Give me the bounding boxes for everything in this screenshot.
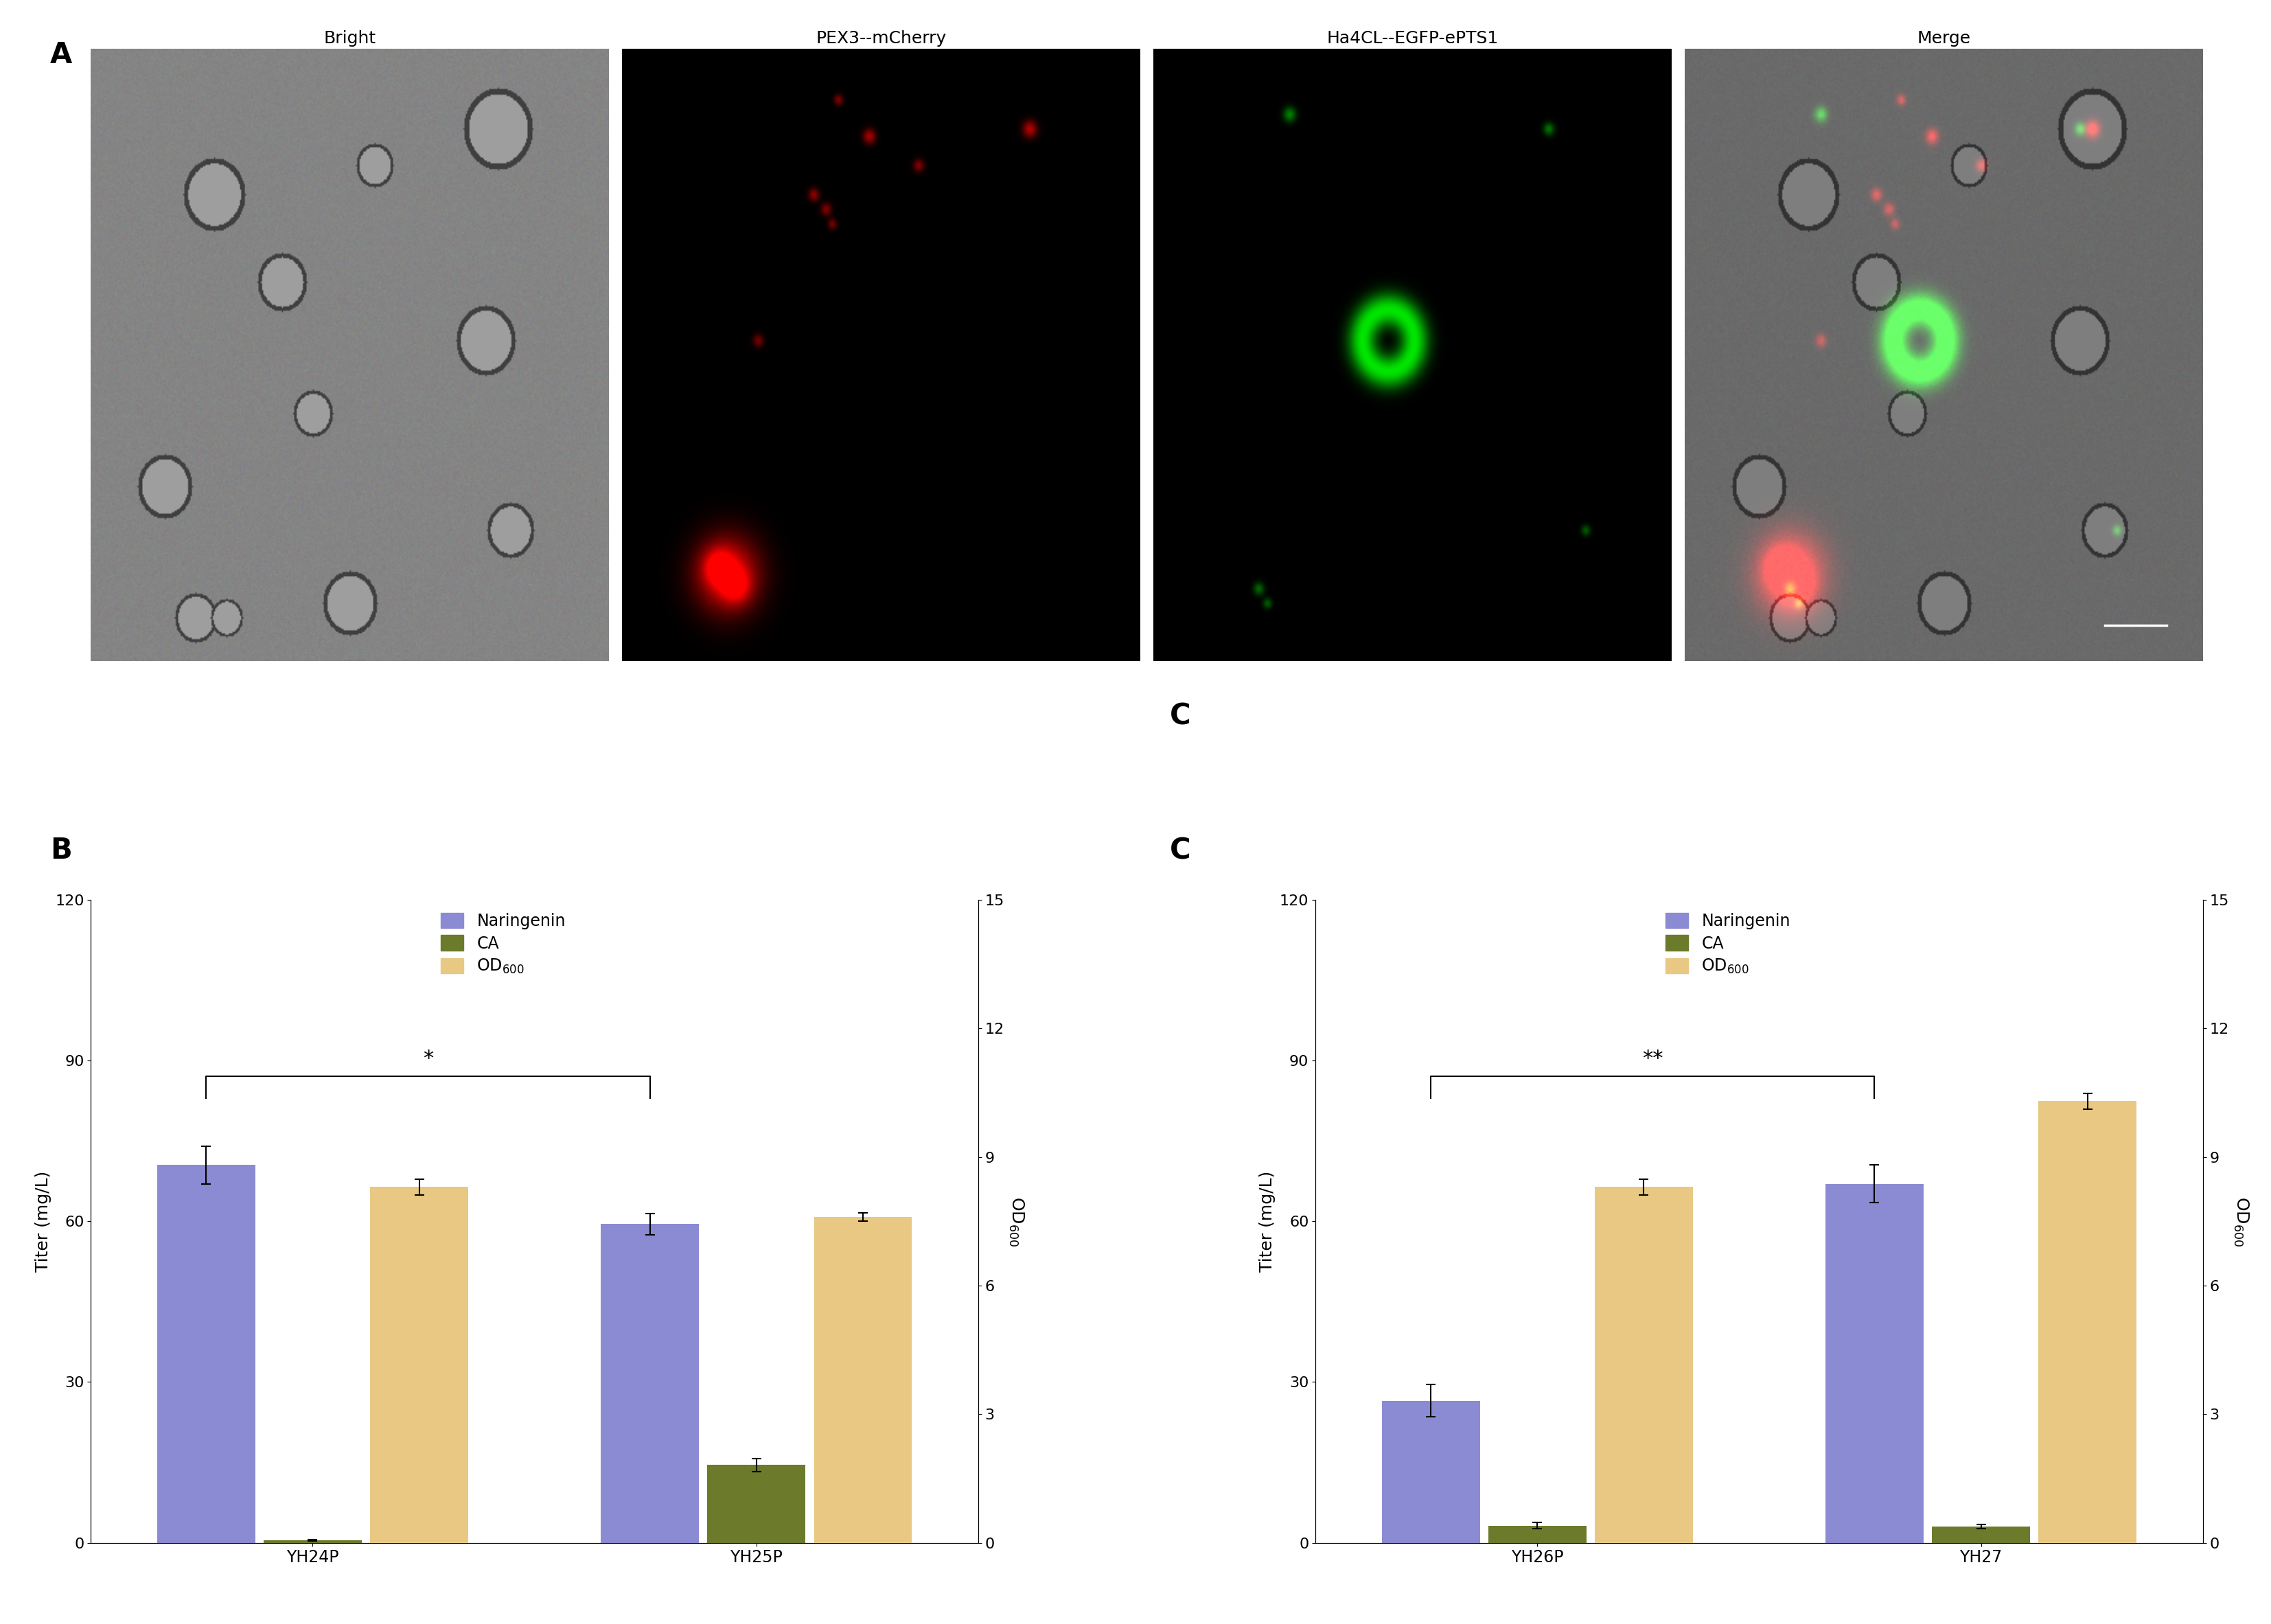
Y-axis label: Titer (mg/L): Titer (mg/L) xyxy=(1260,1171,1276,1272)
Bar xyxy=(602,1224,699,1543)
Bar xyxy=(1826,1184,1924,1543)
Bar xyxy=(1933,1527,2030,1543)
Y-axis label: OD$_{600}$: OD$_{600}$ xyxy=(2232,1197,2251,1247)
Title: Bright: Bright xyxy=(325,29,377,47)
Bar xyxy=(263,1540,361,1543)
Text: C: C xyxy=(1170,702,1190,731)
Title: Ha4CL--EGFP-ePTS1: Ha4CL--EGFP-ePTS1 xyxy=(1326,29,1499,47)
Bar xyxy=(1594,1187,1692,1543)
Y-axis label: Titer (mg/L): Titer (mg/L) xyxy=(34,1171,52,1272)
Bar xyxy=(2039,1101,2137,1543)
Bar xyxy=(370,1187,468,1543)
Title: Merge: Merge xyxy=(1917,29,1971,47)
Text: *: * xyxy=(422,1049,434,1069)
Bar xyxy=(1488,1525,1587,1543)
Y-axis label: OD$_{600}$: OD$_{600}$ xyxy=(1008,1197,1026,1247)
Bar xyxy=(706,1465,806,1543)
Text: **: ** xyxy=(1642,1049,1662,1069)
Title: PEX3--mCherry: PEX3--mCherry xyxy=(815,29,947,47)
Text: A: A xyxy=(50,41,73,70)
Text: B: B xyxy=(50,836,73,866)
Legend: Naringenin, CA, OD$_{600}$: Naringenin, CA, OD$_{600}$ xyxy=(1660,908,1794,981)
Bar xyxy=(813,1216,913,1543)
Bar xyxy=(157,1164,254,1543)
Legend: Naringenin, CA, OD$_{600}$: Naringenin, CA, OD$_{600}$ xyxy=(436,908,570,981)
Bar xyxy=(1381,1402,1481,1543)
Text: C: C xyxy=(1170,836,1190,866)
